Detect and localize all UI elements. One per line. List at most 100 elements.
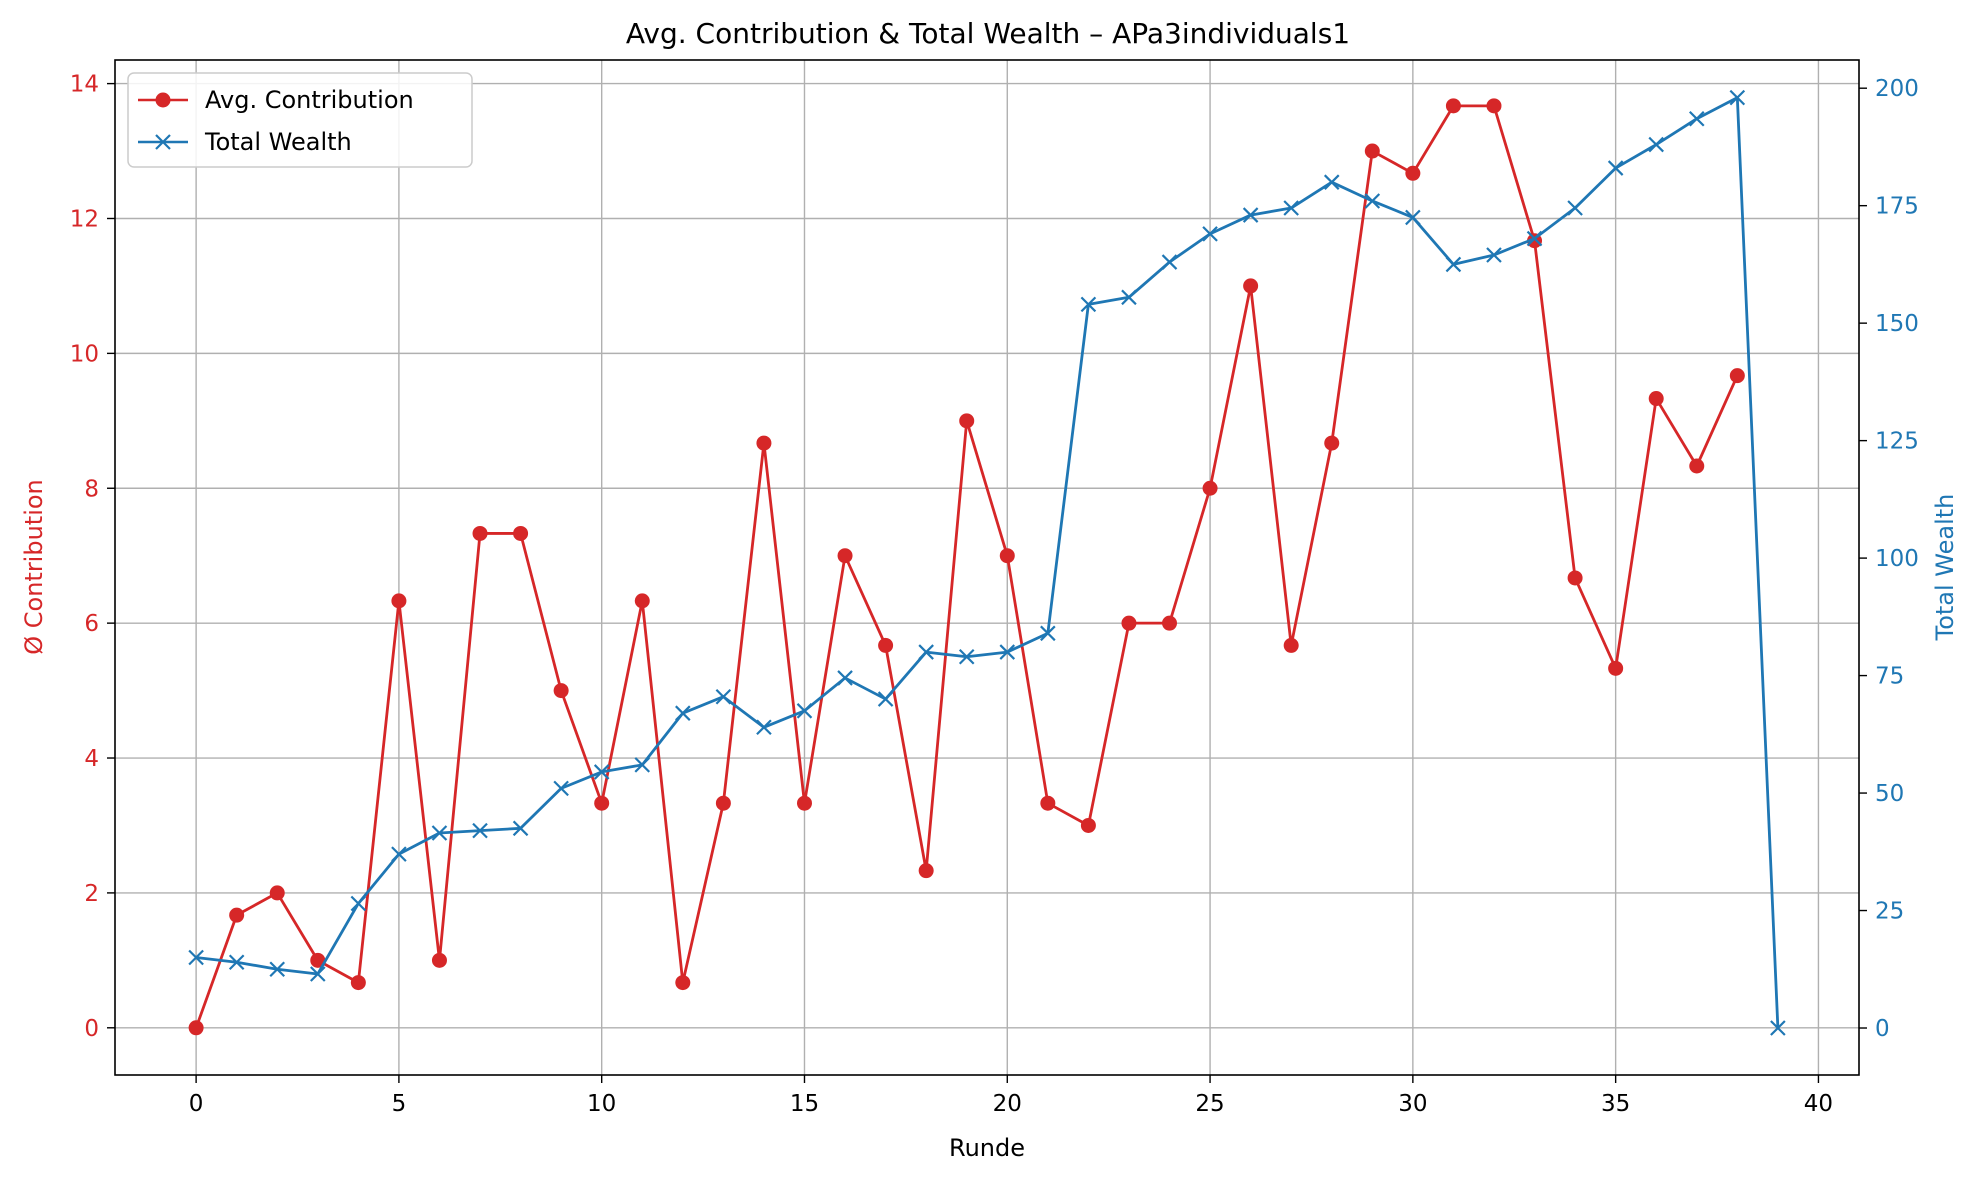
- data-point-total-wealth: [269, 961, 286, 978]
- data-point-avg-contribution: [675, 975, 691, 991]
- data-point-avg-contribution: [1689, 458, 1705, 474]
- data-point-avg-contribution: [1567, 570, 1583, 586]
- right-y-tick-label: 0: [1875, 1016, 1890, 1042]
- data-point-avg-contribution: [1729, 368, 1745, 384]
- x-axis-title: Runde: [949, 1134, 1025, 1162]
- data-point-avg-contribution: [999, 548, 1015, 564]
- left-y-tick-label: 10: [70, 341, 99, 367]
- data-point-avg-contribution: [472, 525, 488, 541]
- data-point-total-wealth: [1161, 254, 1178, 270]
- data-point-total-wealth: [1486, 247, 1502, 263]
- series-avg-contribution: [188, 98, 1745, 1036]
- data-point-total-wealth: [1567, 200, 1583, 216]
- data-point-avg-contribution: [350, 975, 366, 991]
- data-point-total-wealth: [1770, 1020, 1786, 1036]
- x-tick-label: 40: [1804, 1091, 1833, 1117]
- data-point-total-wealth: [1323, 174, 1340, 190]
- data-point-total-wealth: [593, 764, 610, 780]
- data-point-total-wealth: [958, 649, 975, 665]
- data-point-total-wealth: [472, 822, 488, 839]
- right-y-tick-label: 75: [1875, 664, 1904, 690]
- data-point-total-wealth: [634, 757, 651, 773]
- data-point-avg-contribution: [1243, 278, 1259, 294]
- left-y-tick-label: 12: [70, 206, 99, 232]
- left-axis-title: Ø Contribution: [20, 479, 48, 655]
- x-tick-label: 20: [993, 1091, 1022, 1117]
- x-tick-label: 30: [1398, 1091, 1427, 1117]
- left-y-tick-label: 2: [84, 881, 99, 907]
- series-total-wealth: [188, 89, 1786, 1036]
- data-point-total-wealth: [553, 780, 569, 797]
- legend-label-total-wealth: Total Wealth: [204, 128, 352, 156]
- data-point-avg-contribution: [1324, 435, 1340, 451]
- right-y-tick-label: 50: [1875, 781, 1904, 807]
- x-tick-label: 10: [587, 1091, 616, 1117]
- grid: [115, 60, 1859, 1075]
- legend: Avg. Contribution Total Wealth: [127, 72, 473, 168]
- data-point-total-wealth: [1688, 110, 1705, 127]
- data-point-total-wealth: [877, 691, 894, 707]
- data-point-total-wealth: [1121, 289, 1137, 306]
- data-point-total-wealth: [837, 670, 853, 686]
- series-line-avg-contribution: [194, 104, 1739, 1029]
- x-tick-label: 5: [392, 1091, 407, 1117]
- data-point-avg-contribution: [1202, 480, 1218, 496]
- data-point-total-wealth: [1040, 625, 1056, 642]
- data-point-total-wealth: [715, 688, 732, 705]
- right-y-tick-label: 125: [1875, 429, 1919, 455]
- legend-marker-total-wealth: [155, 134, 171, 150]
- data-point-total-wealth: [512, 820, 529, 837]
- legend-marker-avg-contribution: [155, 92, 171, 108]
- data-point-total-wealth: [1283, 200, 1299, 216]
- data-point-avg-contribution: [1445, 98, 1461, 114]
- left-y-tick-label: 4: [84, 746, 99, 772]
- right-y-tick-label: 150: [1875, 311, 1919, 337]
- data-point-total-wealth: [796, 703, 813, 719]
- data-point-total-wealth: [999, 644, 1016, 660]
- legend-box: [127, 72, 473, 168]
- right-y-tick-label: 175: [1875, 194, 1919, 220]
- chart-title: Avg. Contribution & Total Wealth – APa3i…: [626, 17, 1350, 50]
- data-point-total-wealth: [1364, 193, 1381, 209]
- x-tick-label: 0: [189, 1091, 204, 1117]
- data-point-total-wealth: [350, 895, 367, 912]
- data-point-avg-contribution: [1486, 98, 1502, 114]
- data-point-avg-contribution: [594, 795, 610, 811]
- x-tick-label: 35: [1601, 1091, 1630, 1117]
- data-point-avg-contribution: [391, 593, 407, 609]
- data-point-avg-contribution: [1283, 637, 1299, 653]
- left-y-tick-label: 6: [84, 611, 99, 637]
- data-point-total-wealth: [1729, 89, 1746, 106]
- right-axis-title: Total Wealth: [1931, 494, 1959, 642]
- x-tick-label: 15: [790, 1091, 819, 1117]
- data-point-total-wealth: [756, 719, 772, 736]
- data-point-avg-contribution: [1648, 391, 1664, 407]
- data-point-avg-contribution: [1121, 615, 1137, 631]
- data-point-total-wealth: [391, 846, 407, 862]
- data-point-total-wealth: [188, 949, 204, 966]
- data-point-avg-contribution: [1364, 143, 1380, 159]
- data-point-avg-contribution: [959, 413, 975, 429]
- legend-label-avg-contribution: Avg. Contribution: [205, 86, 414, 114]
- data-point-total-wealth: [1526, 230, 1543, 247]
- data-point-avg-contribution: [878, 637, 894, 653]
- data-point-avg-contribution: [1080, 817, 1096, 833]
- data-point-total-wealth: [1445, 256, 1462, 273]
- data-point-avg-contribution: [1608, 660, 1624, 676]
- data-point-total-wealth: [1242, 207, 1259, 223]
- x-tick-label: 25: [1195, 1091, 1224, 1117]
- data-point-avg-contribution: [513, 525, 529, 541]
- data-point-avg-contribution: [837, 548, 853, 564]
- data-point-total-wealth: [1405, 209, 1421, 226]
- series-line-total-wealth: [195, 96, 1780, 1029]
- data-point-total-wealth: [675, 705, 691, 721]
- left-y-tick-label: 0: [84, 1016, 99, 1042]
- left-y-tick-label: 14: [70, 72, 99, 98]
- data-point-avg-contribution: [1040, 795, 1056, 811]
- data-point-avg-contribution: [229, 907, 245, 923]
- right-y-tick-label: 25: [1875, 899, 1904, 925]
- data-point-avg-contribution: [1162, 615, 1178, 631]
- data-point-total-wealth: [918, 644, 934, 660]
